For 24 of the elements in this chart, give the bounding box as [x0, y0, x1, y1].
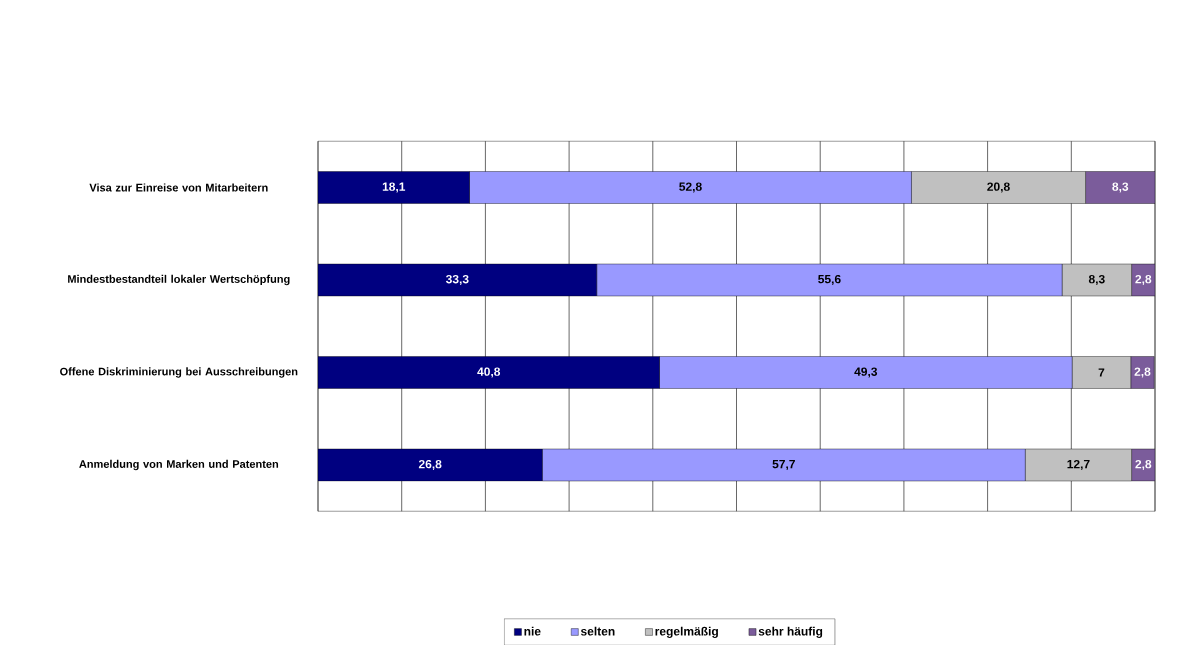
legend-label: regelmäßig — [655, 626, 718, 638]
data-label: 33,3 — [445, 274, 469, 285]
y-tick-label: Offene Diskriminierung bei Ausschreibungen — [60, 367, 298, 378]
data-label: 8,3 — [1112, 182, 1129, 193]
y-tick-label: Anmeldung von Marken und Patenten — [79, 459, 279, 470]
y-tick-label: Mindestbestandteil lokaler Wertschöpfung — [68, 274, 290, 285]
data-label: 40,8 — [477, 367, 501, 378]
data-label: 18,1 — [382, 182, 406, 193]
legend-label: sehr häufig — [758, 626, 823, 638]
data-label: 8,3 — [1088, 274, 1105, 285]
data-label: 55,6 — [818, 274, 841, 285]
data-label: 26,8 — [418, 459, 442, 470]
data-label: 20,8 — [987, 182, 1010, 193]
y-tick-label: Visa zur Einreise von Mitarbeitern — [89, 183, 268, 192]
legend-label: nie — [524, 626, 541, 636]
data-label: 2,8 — [1135, 459, 1152, 470]
data-label: 7 — [1098, 368, 1105, 377]
data-label: 52,8 — [679, 182, 702, 193]
data-label: 2,8 — [1134, 367, 1151, 378]
data-label: 49,3 — [854, 367, 878, 378]
data-label: 12,7 — [1067, 459, 1090, 470]
legend-label: selten — [580, 626, 615, 636]
data-label: 2,8 — [1135, 274, 1152, 285]
data-label: 57,7 — [772, 459, 795, 470]
